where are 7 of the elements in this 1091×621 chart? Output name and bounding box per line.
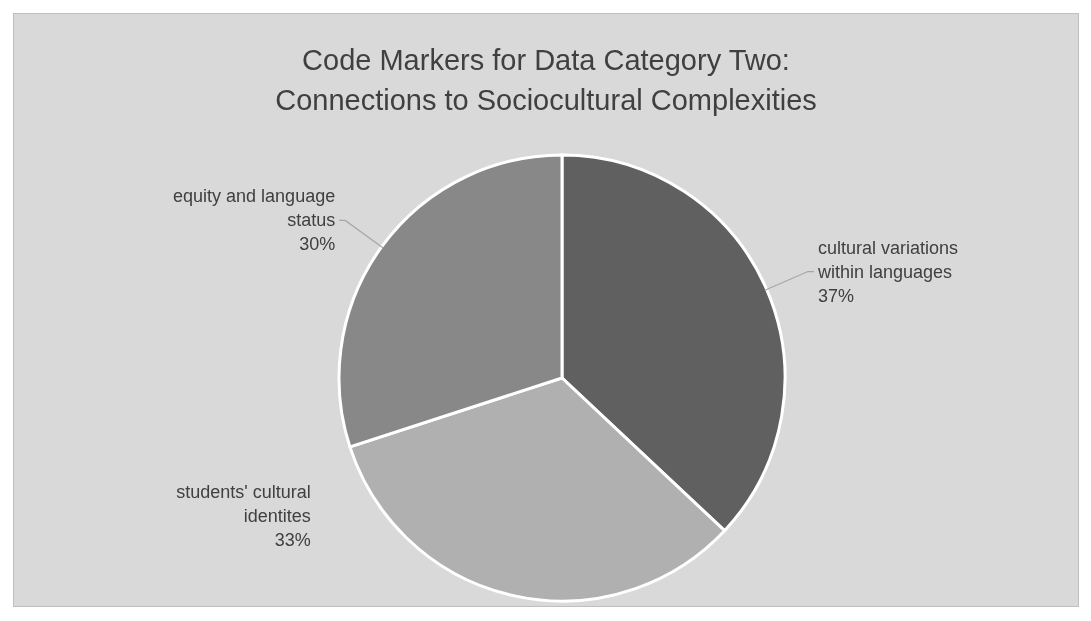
data-label: 37% [817, 285, 854, 306]
data-label: 33% [274, 530, 311, 551]
slice-label: students' cultural identites [176, 482, 311, 527]
slice-label: equity and language status [173, 186, 336, 231]
chart-title: Code Markers for Data Category Two: Connections to Sociocultural Complexities [274, 43, 818, 118]
data-label: 30% [299, 234, 336, 255]
slice-label: cultural variations within languages [816, 237, 959, 282]
